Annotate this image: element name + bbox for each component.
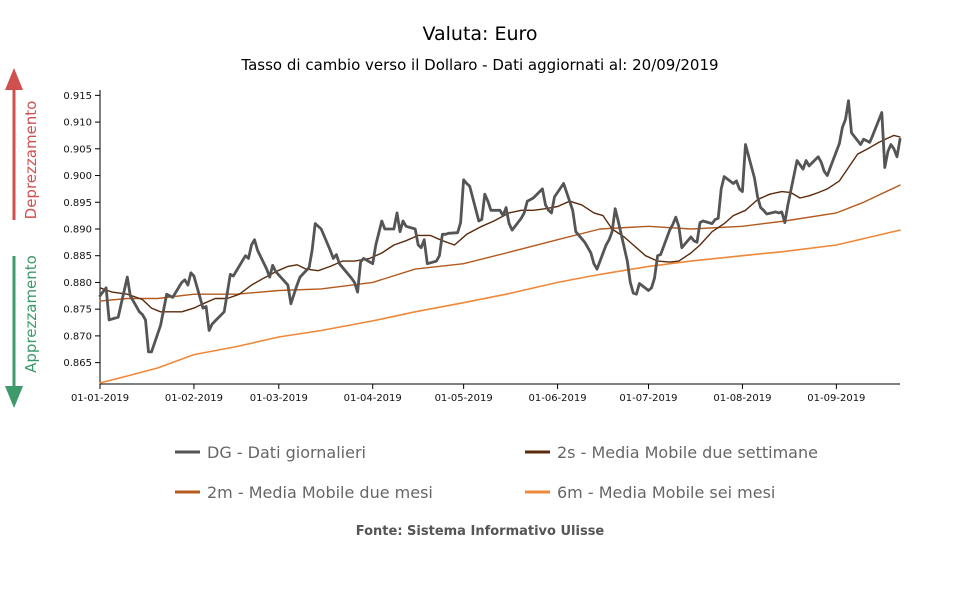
x-tick-label: 01-05-2019 (435, 393, 493, 404)
legend-item-2months[interactable]: 2m - Media Mobile due mesi (175, 483, 433, 502)
appreciation-label: Apprezzamento (22, 255, 40, 373)
x-tick-label: 01-03-2019 (250, 393, 308, 404)
y-tick-label: 0.865 (63, 358, 92, 369)
depreciation-label: Deprezzamento (22, 101, 40, 220)
legend-label-6months: 6m - Media Mobile sei mesi (557, 483, 775, 502)
series-daily-line (98, 99, 902, 354)
chart-subtitle: Tasso di cambio verso il Dollaro - Dati … (240, 56, 718, 74)
appreciation-arrow (5, 256, 23, 408)
legend-item-2weeks[interactable]: 2s - Media Mobile due settimane (525, 443, 818, 462)
x-tick-label: 01-04-2019 (344, 393, 402, 404)
y-axis-ticks: 0.865 0.870 0.875 0.880 0.885 0.890 0.895 0.900… (63, 91, 100, 369)
legend-label-daily: DG - Dati giornalieri (207, 443, 366, 462)
series-2weeks-line (99, 134, 901, 313)
series-2months-line (99, 184, 901, 302)
x-tick-label: 01-02-2019 (165, 393, 223, 404)
x-tick-label: 01-08-2019 (713, 393, 771, 404)
depreciation-arrow (5, 68, 23, 220)
legend-label-2months: 2m - Media Mobile due mesi (207, 483, 433, 502)
series-lines (98, 99, 902, 384)
source-note: Fonte: Sistema Informativo Ulisse (356, 524, 605, 539)
y-tick-label: 0.915 (63, 91, 92, 102)
y-tick-label: 0.905 (63, 144, 92, 155)
x-axis-ticks: 01-01-2019 01-02-2019 01-03-2019 01-04-2019… (71, 384, 865, 404)
series-6months-line (99, 229, 901, 384)
y-tick-label: 0.885 (63, 251, 92, 262)
legend: DG - Dati giornalieri 2s - Media Mobile … (175, 443, 818, 502)
legend-label-2weeks: 2s - Media Mobile due settimane (557, 443, 818, 462)
chart-title: Valuta: Euro (422, 23, 537, 45)
y-tick-label: 0.900 (63, 171, 92, 182)
y-tick-label: 0.910 (63, 118, 92, 129)
legend-item-daily[interactable]: DG - Dati giornalieri (175, 443, 366, 462)
x-tick-label: 01-07-2019 (619, 393, 677, 404)
x-tick-label: 01-01-2019 (71, 393, 129, 404)
y-tick-label: 0.895 (63, 198, 92, 209)
y-tick-label: 0.875 (63, 305, 92, 316)
y-tick-label: 0.880 (63, 278, 92, 289)
x-tick-label: 01-09-2019 (807, 393, 865, 404)
x-tick-label: 01-06-2019 (529, 393, 587, 404)
y-tick-label: 0.870 (63, 331, 92, 342)
y-tick-label: 0.890 (63, 224, 92, 235)
legend-item-6months[interactable]: 6m - Media Mobile sei mesi (525, 483, 775, 502)
